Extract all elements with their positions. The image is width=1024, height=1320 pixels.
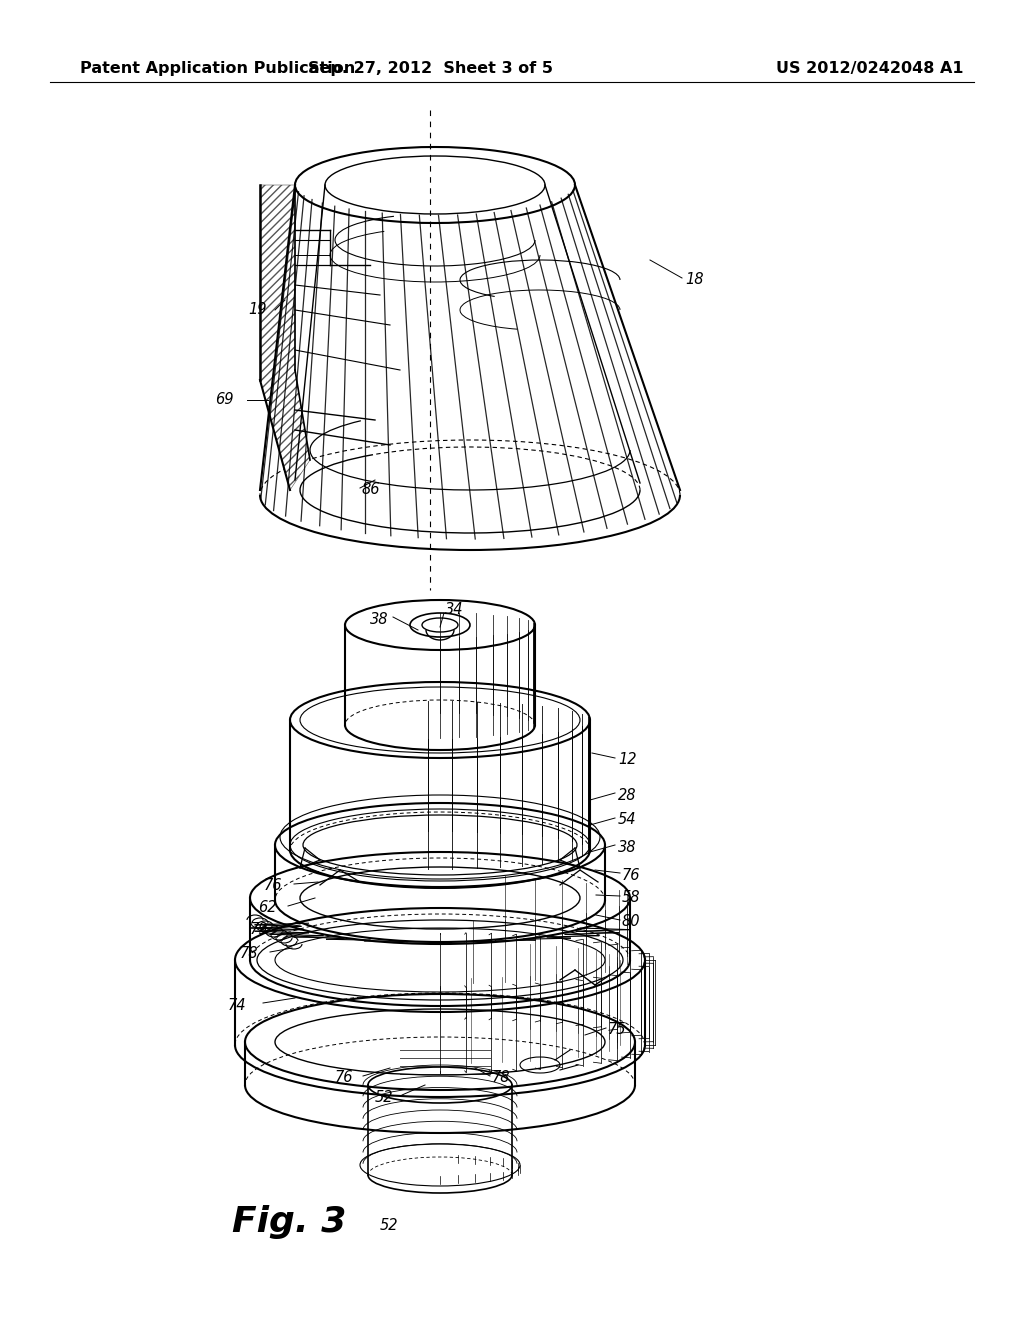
Text: 62: 62	[258, 899, 276, 915]
Text: 28: 28	[618, 788, 637, 803]
Text: US 2012/0242048 A1: US 2012/0242048 A1	[776, 61, 964, 75]
Text: 76: 76	[622, 867, 640, 883]
Polygon shape	[260, 185, 310, 490]
Text: 54: 54	[618, 813, 637, 828]
Text: 19: 19	[248, 302, 266, 318]
Text: 52: 52	[380, 1217, 398, 1233]
Text: 76: 76	[335, 1071, 353, 1085]
Text: 52: 52	[375, 1090, 393, 1106]
Text: 38: 38	[618, 840, 637, 854]
Text: 80: 80	[622, 915, 640, 929]
Text: 86: 86	[362, 483, 381, 498]
Text: Fig. 3: Fig. 3	[232, 1205, 346, 1239]
Text: 38: 38	[370, 612, 388, 627]
Text: Patent Application Publication: Patent Application Publication	[80, 61, 355, 75]
Text: 69: 69	[215, 392, 233, 408]
Text: 12: 12	[618, 752, 637, 767]
Text: 75: 75	[608, 1023, 627, 1038]
Text: 74: 74	[228, 998, 247, 1012]
Text: 58: 58	[622, 891, 640, 906]
Text: Sep. 27, 2012  Sheet 3 of 5: Sep. 27, 2012 Sheet 3 of 5	[307, 61, 553, 75]
Text: 34: 34	[445, 602, 464, 618]
Text: 78: 78	[492, 1071, 511, 1085]
Text: 76: 76	[264, 878, 283, 892]
Text: 79: 79	[250, 921, 268, 936]
Text: 18: 18	[685, 272, 703, 288]
Text: 78: 78	[240, 945, 258, 961]
